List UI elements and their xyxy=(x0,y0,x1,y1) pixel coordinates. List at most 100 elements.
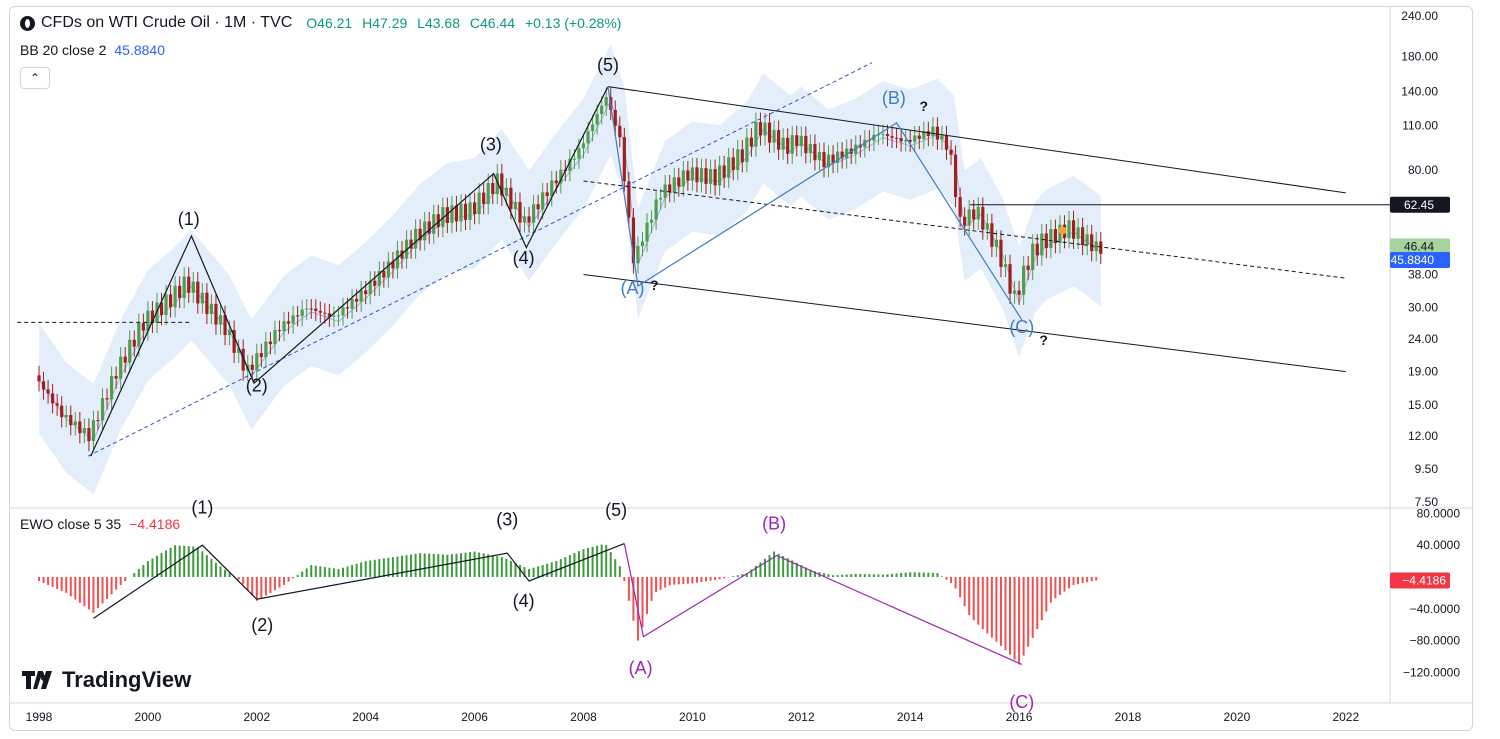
candle-body xyxy=(51,393,55,404)
candle-body xyxy=(749,137,753,147)
candle-body xyxy=(250,364,254,370)
candle-body xyxy=(468,202,472,220)
candle-body xyxy=(813,143,817,161)
candle-body xyxy=(745,137,749,163)
candle-body xyxy=(554,180,558,184)
candle-body xyxy=(926,131,930,137)
candle-body xyxy=(345,307,350,309)
candle-body xyxy=(958,197,962,217)
candle-body xyxy=(581,143,586,149)
candle-body xyxy=(164,294,168,316)
candle-body xyxy=(931,126,935,137)
wave-label: (C) xyxy=(1009,317,1034,337)
candle-body xyxy=(314,308,318,311)
candle-body xyxy=(917,135,921,139)
candle-body xyxy=(1049,229,1053,248)
candle-body xyxy=(395,250,400,269)
ewo-axis-tick: 80.0000 xyxy=(1417,506,1461,520)
ewo-current-label: −4.4186 xyxy=(1402,574,1446,588)
candle-body xyxy=(845,148,849,159)
price-axis-tick: 38.00 xyxy=(1408,267,1438,281)
candle-body xyxy=(373,280,377,286)
candle-body xyxy=(613,109,617,126)
ewo-wave-label: (B) xyxy=(762,513,786,533)
ewo-indicator-legend[interactable]: EWO close 5 35 −4.4186 xyxy=(20,516,180,532)
candle-body xyxy=(100,398,105,421)
candle-body xyxy=(123,356,127,363)
candle-body xyxy=(409,239,413,249)
ewo-wave-label: (5) xyxy=(605,500,627,520)
bb-value: 45.8840 xyxy=(114,42,165,58)
candle-body xyxy=(223,315,227,336)
time-axis-tick: 2020 xyxy=(1224,710,1251,724)
candle-body xyxy=(817,152,822,161)
candle-body xyxy=(736,149,740,171)
ewo-correction-zigzag xyxy=(623,543,1023,665)
candle-body xyxy=(981,206,985,230)
candle-body xyxy=(1008,264,1012,294)
candle-body xyxy=(1022,265,1026,295)
candle-body xyxy=(1031,243,1035,271)
candle-body xyxy=(953,154,958,198)
candle-body xyxy=(477,192,481,215)
symbol-title: CFDs on WTI Crude Oil · 1M · TVC xyxy=(41,14,293,31)
candle-body xyxy=(885,134,890,137)
price-axis-label-bg xyxy=(1390,252,1450,269)
candle-body xyxy=(627,181,631,218)
candle-body xyxy=(758,121,763,136)
candle-body xyxy=(491,182,495,195)
time-axis-tick: 1998 xyxy=(26,710,53,724)
candle-body xyxy=(137,323,141,347)
time-axis-tick: 2014 xyxy=(897,710,924,724)
trendline xyxy=(607,86,1346,194)
price-axis-label: 62.45 xyxy=(1404,198,1434,212)
time-axis-tick: 2022 xyxy=(1332,710,1359,724)
candle-body xyxy=(327,313,331,317)
candle-body xyxy=(318,310,322,313)
price-axis-tick: 240.00 xyxy=(1401,9,1438,23)
candle-body xyxy=(740,149,744,163)
candle-body xyxy=(64,415,68,418)
price-axis-tick: 110.00 xyxy=(1402,118,1438,132)
symbol-header: CFDs on WTI Crude Oil · 1M · TVC O46.21 … xyxy=(20,14,627,32)
candle-body xyxy=(618,125,622,138)
candle-body xyxy=(441,207,445,228)
candle-body xyxy=(999,239,1003,267)
candle-body xyxy=(350,298,354,309)
collapse-legend-button[interactable]: ⌃ xyxy=(20,67,50,89)
candle-body xyxy=(899,138,903,142)
event-marker xyxy=(1058,226,1067,235)
elliott-impulse-zigzag xyxy=(90,86,609,457)
candle-body xyxy=(881,134,885,136)
candle-body xyxy=(600,105,604,115)
candle-body xyxy=(500,173,504,196)
candle-body xyxy=(37,375,41,382)
bb-indicator-legend[interactable]: BB 20 close 2 45.8840 xyxy=(20,42,165,58)
candle-body xyxy=(799,135,803,147)
ewo-wave-label: (2) xyxy=(251,615,273,635)
ewo-value: −4.4186 xyxy=(129,516,181,532)
candle-body xyxy=(300,309,304,317)
candle-body xyxy=(836,151,840,163)
ewo-axis-tick: −40.0000 xyxy=(1410,602,1461,616)
candle-body xyxy=(1040,233,1044,256)
candle-body xyxy=(531,204,536,223)
candle-body xyxy=(1085,234,1089,246)
time-axis-tick: 2000 xyxy=(135,710,162,724)
candle-body xyxy=(1094,241,1098,252)
candle-body xyxy=(904,140,908,142)
candle-body xyxy=(840,151,844,159)
candle-body xyxy=(522,216,527,223)
bollinger-band xyxy=(39,44,1101,495)
candle-body xyxy=(604,96,608,106)
candle-body xyxy=(119,356,123,379)
candle-body xyxy=(536,204,540,210)
candle-body xyxy=(1071,220,1076,239)
candle-body xyxy=(91,420,96,442)
candle-body xyxy=(804,135,808,154)
candle-body xyxy=(781,137,785,150)
candle-body xyxy=(146,310,150,331)
candle-body xyxy=(518,201,522,223)
wave-label: ? xyxy=(920,98,929,114)
